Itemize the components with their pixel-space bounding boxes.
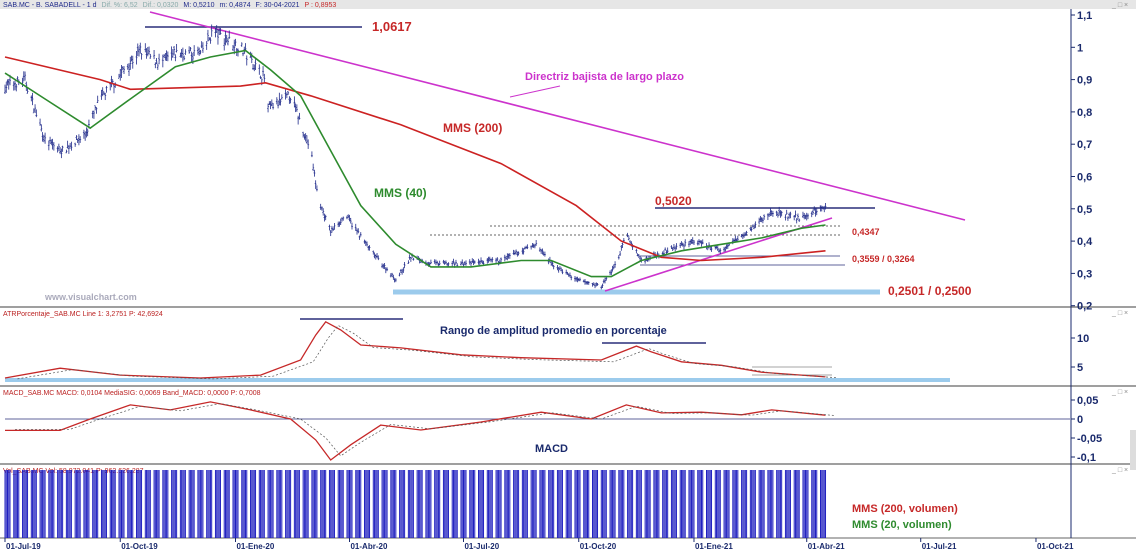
atr-line [4,320,826,379]
header-p: P : 0,8953 [304,2,336,9]
atr-annotation: Rango de amplitud promedio en porcentaje [440,325,667,337]
trendline-label: Directriz bajista de largo plazo [525,71,684,83]
time-axis-tick-label: 01-Ene-20 [236,542,274,551]
atr-axis-tick-label: 5 [1077,362,1083,374]
time-axis-tick-label: 01-Jul-21 [922,542,957,551]
macd-axis-tick-label: 0 [1077,414,1083,426]
header-text: SAB.MC - B. SABADELL - 1 d Dif. %: 6,52 … [3,2,336,9]
atr-panel-title: ATRPorcentaje_SAB.MC Line 1: 3,2751 P: 4… [3,311,163,318]
price-axis-tick-label: 0,7 [1077,139,1092,151]
atr-axis-tick-label: 10 [1077,333,1089,345]
price-window-controls[interactable]: _ □ × [1111,2,1128,9]
time-axis-tick-label: 01-Abr-21 [808,542,845,551]
time-axis-tick-label: 01-Jul-19 [6,542,41,551]
level-1-label: 0,4347 [852,227,880,237]
macd-panel-title: MACD_SAB.MC MACD: 0,0104 MediaSIG: 0,006… [3,390,261,397]
macd-line [5,401,826,461]
price-axis-tick-label: 0,2 [1077,301,1092,313]
macd-axis-tick-label: 0,05 [1077,395,1098,407]
time-axis-tick-label: 01-Jul-20 [464,542,499,551]
header-min: m: 0,4874 [219,2,250,9]
watermark: www.visualchart.com [44,292,137,302]
support-level-label: 0,2501 / 0,2500 [888,284,972,298]
mms40-line [4,49,826,278]
time-axis-tick-label: 01-Oct-20 [580,542,617,551]
long-term-downtrend-line [149,11,966,221]
macd-axis-tick-label: -0,05 [1077,433,1102,445]
price-axis-tick-label: 0,6 [1077,172,1092,184]
trendline-pointer [509,85,561,98]
time-axis-tick-label: 01-Abr-20 [350,542,387,551]
header-dif: Dif.: 0,0320 [143,2,179,9]
resistance-level-label: 0,5020 [655,194,692,208]
volume-panel-title: Vol_SAB.MC Vol: 58.972.041 P: 962.626.28… [3,468,144,475]
price-axis-tick-label: 1 [1077,42,1083,54]
scrollbar[interactable] [1130,430,1136,470]
time-axis-tick-label: 01-Oct-19 [121,542,158,551]
price-axis-tick-label: 0,3 [1077,268,1092,280]
macd-window-controls[interactable]: _ □ × [1111,389,1128,396]
atr-window-controls[interactable]: _ □ × [1111,310,1128,317]
price-axis-tick-label: 0,4 [1077,236,1093,248]
mms40-label: MMS (40) [374,186,427,200]
mms200-label: MMS (200) [443,121,502,135]
macd-signal-line [15,403,836,457]
level-2-label: 0,3559 / 0,3264 [852,254,915,264]
header-symbol: SAB.MC - B. SABADELL - 1 d [3,2,97,9]
price-axis-tick-label: 0,5 [1077,204,1092,216]
title-bar [0,0,1136,9]
header-dif-pct: Dif. %: 6,52 [101,2,137,9]
macd-annotation: MACD [535,443,568,455]
macd-axis-tick-label: -0,1 [1077,452,1096,464]
time-axis-tick-label: 01-Ene-21 [695,542,733,551]
high-level-label: 1,0617 [372,19,412,34]
price-axis-tick-label: 0,9 [1077,75,1092,87]
price-axis-tick-label: 1,1 [1077,10,1092,22]
legend-mms200-volume: MMS (200, volumen) [852,503,958,515]
header-max: M: 0,5210 [183,2,214,9]
volume-window-controls[interactable]: _ □ × [1111,467,1128,474]
mms200-line [4,56,826,262]
header-date: F: 30-04-2021 [256,2,300,9]
atr-signal-line [17,325,839,380]
time-axis-tick-label: 01-Oct-21 [1037,542,1074,551]
price-axis-tick-label: 0,8 [1077,107,1092,119]
legend-mms20-volume: MMS (20, volumen) [852,519,952,531]
